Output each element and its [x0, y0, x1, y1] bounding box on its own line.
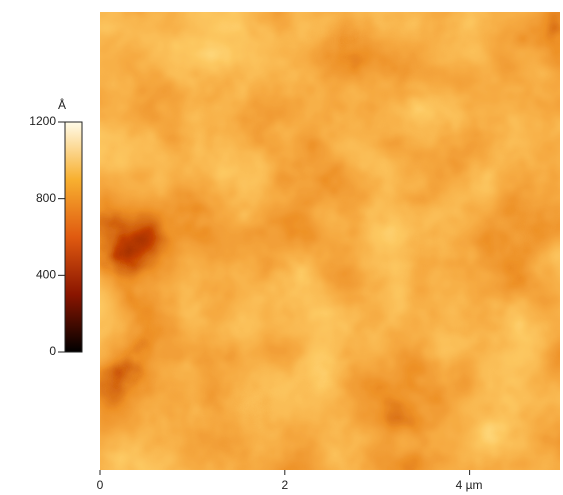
- x-tick-label: 0: [97, 478, 104, 492]
- colorbar-tick-label: 0: [49, 344, 56, 358]
- colorbar-tick-label: 800: [36, 191, 56, 205]
- colorbar-tick-label: 1200: [29, 114, 56, 128]
- x-tick-label: 2: [281, 478, 288, 492]
- colorbar-tick-label: 400: [36, 268, 56, 282]
- x-tick-label: 4 µm: [456, 478, 483, 492]
- colorbar-unit: Å: [58, 97, 66, 112]
- afm-image: [100, 12, 560, 470]
- colorbar: [64, 121, 83, 353]
